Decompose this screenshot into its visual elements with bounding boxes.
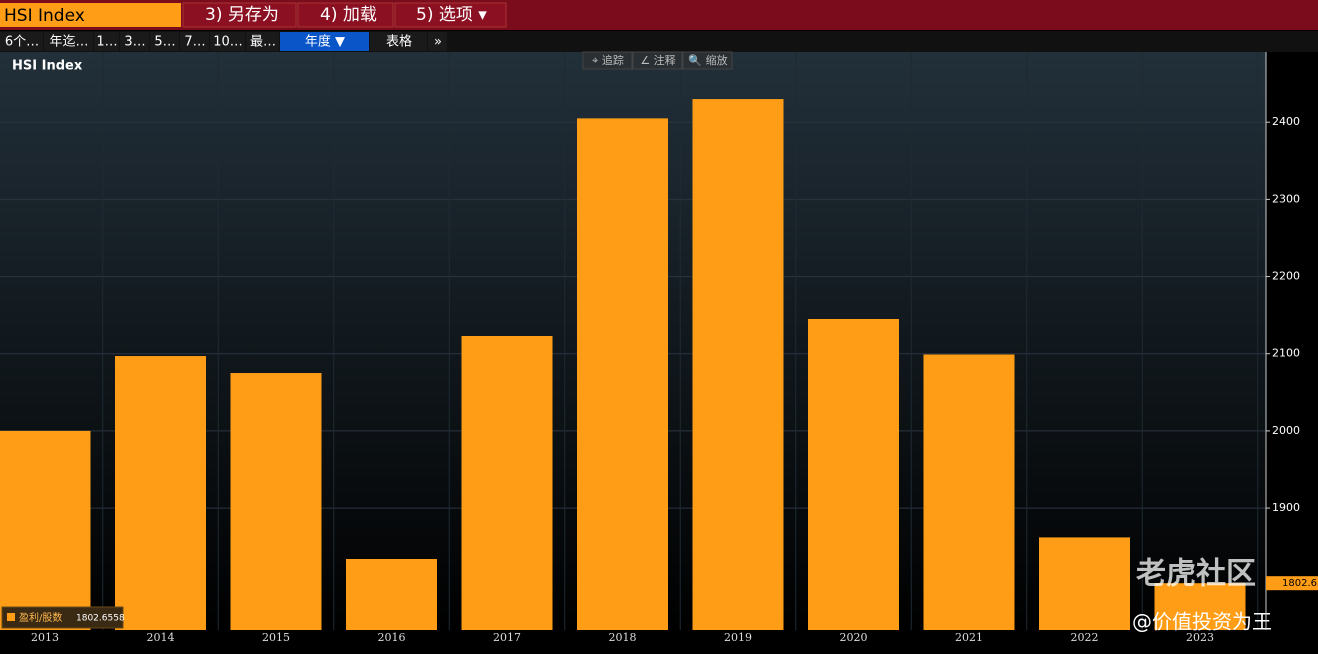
legend-swatch — [7, 613, 15, 621]
y-tick-label: 1900 — [1272, 501, 1300, 514]
button[interactable] — [394, 2, 507, 28]
tool-button[interactable] — [682, 51, 733, 70]
x-tick-label: 2014 — [147, 631, 175, 644]
period-button[interactable] — [0, 32, 43, 51]
x-tick-label: 2013 — [31, 631, 59, 644]
period-button[interactable] — [370, 32, 427, 51]
period-label[interactable]: 6个… — [5, 35, 39, 50]
legend-label: 盈利/股数 — [19, 611, 62, 624]
y-tick-label: 2100 — [1272, 347, 1300, 360]
tool-button[interactable] — [632, 51, 683, 70]
period-button[interactable] — [94, 32, 119, 51]
x-tick-label: 2018 — [609, 631, 637, 644]
bar — [808, 319, 899, 630]
security[interactable]: HSI Index — [4, 6, 85, 26]
last-value: 1802.6558 — [1282, 578, 1318, 589]
period-button[interactable] — [44, 32, 93, 51]
period-button[interactable] — [180, 32, 209, 51]
period-button[interactable] — [428, 32, 447, 51]
tool-label[interactable]: 🔍 缩放 — [688, 53, 727, 67]
tool-label[interactable]: ∠ 注释 — [640, 53, 675, 67]
period-button[interactable] — [120, 32, 149, 51]
bar — [230, 373, 322, 630]
y-tick-label: 2300 — [1272, 192, 1300, 205]
last-value-tag — [1266, 576, 1318, 591]
y-tick-label: 2400 — [1272, 115, 1300, 128]
bar — [115, 356, 206, 630]
x-tick-label: 2022 — [1071, 631, 1099, 644]
button[interactable] — [182, 2, 297, 28]
x-tick-label: 2017 — [493, 631, 521, 644]
button[interactable] — [297, 2, 394, 28]
bar — [1039, 537, 1130, 630]
legend — [1, 606, 124, 629]
x-tick-label: 2016 — [378, 631, 406, 644]
bar — [923, 354, 1015, 630]
legend-value: 1802.6558 — [76, 614, 125, 624]
x-tick-label: 2021 — [955, 631, 983, 644]
action[interactable]: 4) 加载 — [320, 5, 377, 25]
y-tick-label: 2000 — [1272, 424, 1300, 437]
period-label[interactable]: » — [434, 35, 442, 50]
period-button[interactable] — [280, 32, 369, 51]
watermark: @价值投资为王 — [1132, 610, 1272, 634]
y-tick-label: 2200 — [1272, 270, 1300, 283]
bar — [346, 559, 437, 630]
period-button[interactable] — [210, 32, 245, 51]
period-label[interactable]: 最… — [250, 35, 276, 50]
period-label[interactable]: 7… — [184, 35, 205, 50]
watermark: 老虎社区 — [1136, 557, 1256, 592]
period-button[interactable] — [246, 32, 279, 51]
period-label[interactable]: 年度 ▼ — [305, 34, 345, 50]
tool-label[interactable]: ⌖ 追踪 — [592, 53, 624, 67]
period-label[interactable]: 5… — [154, 35, 175, 50]
period-label[interactable]: 10… — [213, 35, 243, 50]
x-tick-label: 2015 — [262, 631, 290, 644]
bar — [1154, 583, 1246, 630]
bar — [692, 99, 784, 631]
period-label[interactable]: 表格 — [386, 34, 412, 50]
action[interactable]: 5) 选项 ▾ — [416, 5, 487, 25]
bar — [461, 335, 553, 630]
period-label[interactable]: 年迄… — [49, 35, 88, 50]
action[interactable]: 3) 另存为 — [205, 5, 279, 25]
bar — [577, 118, 668, 631]
period-button[interactable] — [150, 32, 179, 51]
chart-title: HSI Index — [12, 59, 83, 74]
security-field[interactable] — [0, 3, 181, 27]
period-label[interactable]: 3… — [124, 35, 145, 50]
period-label[interactable]: 1… — [96, 35, 117, 50]
bar — [0, 430, 91, 630]
x-tick-label: 2020 — [840, 631, 868, 644]
tool-button[interactable] — [582, 51, 633, 70]
x-tick-label: 2019 — [724, 631, 752, 644]
x-tick-label: 2023 — [1186, 631, 1214, 644]
